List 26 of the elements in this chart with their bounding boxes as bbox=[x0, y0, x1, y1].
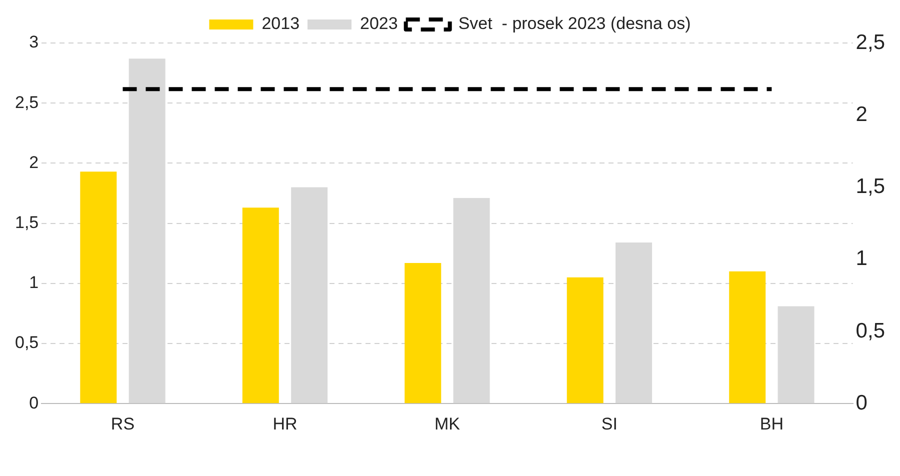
y-tick-label: 1,5 bbox=[14, 212, 39, 232]
legend-label: 2023 bbox=[360, 14, 398, 34]
y2-tick-label: 1 bbox=[856, 247, 868, 270]
y-tick-label: 0,5 bbox=[14, 333, 39, 352]
bar bbox=[566, 277, 604, 404]
x-tick-label: MK bbox=[434, 414, 461, 434]
y2-tick-label: 2 bbox=[856, 102, 868, 126]
x-tick-label: BH bbox=[760, 414, 784, 434]
x-tick-label: HR bbox=[272, 414, 298, 434]
legend-label: 2013 bbox=[262, 14, 300, 34]
legend-label: Svet - prosek 2023 (desna os) bbox=[458, 14, 691, 34]
x-tick-label: SI bbox=[601, 414, 618, 434]
x-tick-label: RS bbox=[110, 414, 135, 434]
y2-tick-label: 0 bbox=[856, 391, 868, 414]
y2-tick-label: 0,5 bbox=[856, 319, 886, 342]
y2-tick-label: 1,5 bbox=[856, 175, 886, 198]
bar bbox=[80, 172, 117, 404]
y-tick-label: 0 bbox=[29, 393, 39, 412]
y2-tick-label: 2,5 bbox=[856, 30, 886, 54]
bar bbox=[242, 208, 279, 404]
y-tick-label: 2 bbox=[29, 152, 39, 172]
bar bbox=[729, 271, 766, 404]
y-tick-label: 2,5 bbox=[14, 92, 39, 112]
bar bbox=[404, 262, 442, 404]
y-tick-label: 1 bbox=[29, 273, 39, 292]
y-tick-label: 3 bbox=[29, 32, 39, 52]
